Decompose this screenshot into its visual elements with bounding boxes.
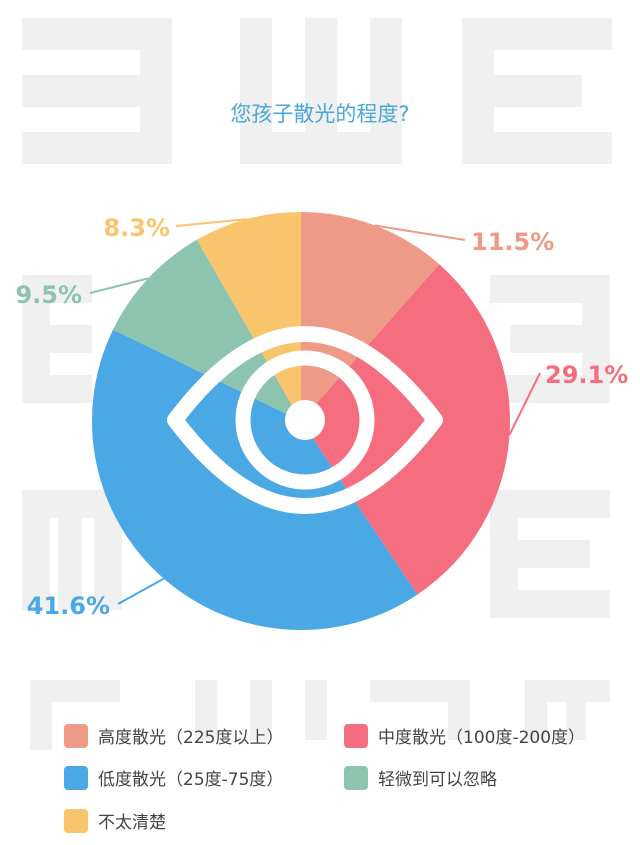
eye-pupil (285, 400, 325, 440)
slice-low-leader-line (117, 577, 165, 605)
eye-icon (167, 326, 443, 514)
slice-high-leader-line (374, 224, 466, 241)
slice-high-value-label: 11.5% (471, 228, 554, 256)
bg-letter-row4-1 (30, 680, 120, 750)
slice-medium-value-label: 29.1% (545, 361, 628, 389)
eye-iris (235, 350, 375, 490)
bg-letter-e-lower-right (490, 490, 610, 618)
slice-slight-leader-line (89, 277, 149, 294)
eye-outline (167, 326, 443, 514)
chart-title: 您孩子散光的程度? (230, 102, 409, 126)
bg-letter-m-top (240, 18, 402, 164)
slice-unsure-leader-line (175, 218, 248, 227)
slice-unsure-value-label: 8.3% (103, 214, 170, 242)
bg-letter-row4-4 (525, 680, 610, 740)
slice-slight-value-label: 9.5% (15, 281, 82, 309)
leader-lines (89, 218, 541, 605)
bg-letter-e-right (462, 18, 612, 164)
bg-letter-e-left (22, 18, 172, 164)
bg-letter-row4-3 (370, 680, 470, 740)
bg-letter-e-mid-right (490, 275, 610, 403)
bg-letter-row4-2 (195, 680, 327, 740)
slice-low (91, 329, 418, 631)
background-eye-chart-letters (22, 18, 612, 750)
bg-letter-e-mid-left (22, 275, 92, 403)
slice-medium-leader-line (508, 372, 541, 436)
slice-medium (301, 264, 510, 595)
value-labels: 11.5% 29.1% 41.6% 9.5% 8.3% (15, 214, 628, 620)
slice-low-value-label: 41.6% (27, 592, 110, 620)
